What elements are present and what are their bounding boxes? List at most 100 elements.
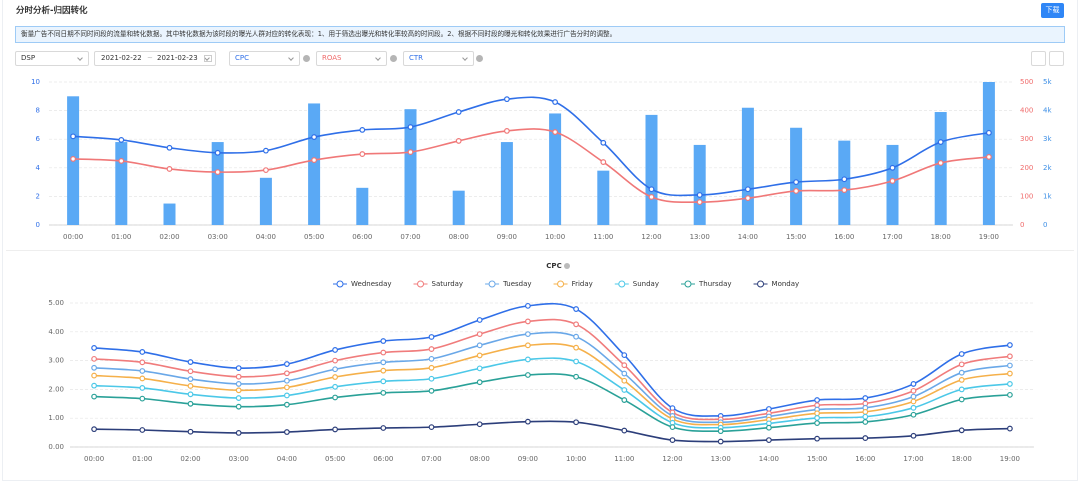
- x-tick-label: 09:00: [497, 233, 517, 241]
- legend-label: Thursday: [698, 280, 732, 288]
- bar: [549, 113, 562, 225]
- point: [717, 428, 724, 435]
- line: [73, 96, 990, 197]
- x-tick-label: 14:00: [738, 233, 758, 241]
- point: [910, 398, 917, 405]
- point: [573, 419, 579, 426]
- point: [332, 426, 339, 433]
- table-view-icon[interactable]: [1049, 51, 1064, 66]
- point: [139, 359, 146, 366]
- y3-tick-label: 1k: [1043, 192, 1052, 200]
- point: [621, 352, 628, 359]
- point: [235, 395, 242, 401]
- legend-marker: [488, 280, 496, 288]
- point: [428, 355, 435, 362]
- point: [214, 169, 221, 175]
- y-tick-label: 2: [36, 192, 40, 200]
- x-tick-label: 00:00: [84, 455, 104, 463]
- point: [573, 358, 579, 365]
- point: [139, 368, 146, 374]
- date-range[interactable]: [94, 51, 216, 66]
- point: [476, 379, 483, 386]
- point: [187, 359, 194, 365]
- y3-tick-label: 4k: [1043, 107, 1052, 115]
- point: [910, 393, 917, 400]
- metric-select[interactable]: CTR: [403, 51, 474, 66]
- point: [139, 395, 146, 402]
- point: [814, 410, 820, 417]
- legend-marker: [417, 280, 425, 288]
- point: [428, 334, 435, 340]
- point: [958, 386, 965, 393]
- help-icon[interactable]: [303, 55, 310, 62]
- x-tick-label: 04:00: [277, 455, 297, 463]
- help-icon[interactable]: [390, 55, 397, 62]
- y2-tick-label: 0: [1020, 221, 1024, 229]
- legend-label: Friday: [572, 280, 593, 288]
- point: [600, 159, 607, 165]
- point: [766, 424, 772, 431]
- line: [73, 128, 989, 203]
- x-tick-label: 12:00: [641, 233, 661, 241]
- y3-tick-label: 3k: [1043, 135, 1052, 143]
- point: [745, 195, 751, 202]
- metric-select[interactable]: CPC: [229, 51, 300, 66]
- point: [552, 129, 558, 135]
- legend-label: Saturday: [432, 280, 464, 288]
- point: [525, 342, 531, 349]
- x-tick-label: 06:00: [352, 233, 372, 241]
- point: [284, 370, 290, 377]
- point: [332, 394, 339, 401]
- point: [428, 364, 435, 371]
- x-tick-label: 17:00: [882, 233, 902, 241]
- bar: [163, 203, 176, 225]
- point: [958, 427, 965, 434]
- x-tick-label: 15:00: [807, 455, 827, 463]
- point: [91, 372, 97, 379]
- legend-marker: [618, 280, 626, 288]
- line-view-icon[interactable]: [1031, 51, 1046, 66]
- point: [235, 403, 242, 410]
- point: [958, 396, 965, 403]
- point: [814, 397, 820, 403]
- channel-select[interactable]: DSP: [15, 51, 89, 66]
- point: [235, 387, 242, 394]
- point: [235, 365, 242, 371]
- bar: [790, 127, 803, 225]
- point: [1007, 381, 1013, 387]
- point: [937, 139, 944, 145]
- point: [380, 338, 387, 344]
- x-tick-label: 03:00: [229, 455, 249, 463]
- bar: [886, 144, 899, 225]
- y2-tick-label: 100: [1020, 192, 1033, 200]
- end-date: 2021-02-23: [157, 54, 198, 62]
- x-tick-label: 19:00: [1000, 455, 1020, 463]
- point: [986, 154, 992, 160]
- point: [1007, 342, 1013, 348]
- y3-tick-label: 0: [1043, 221, 1047, 229]
- point: [573, 333, 579, 340]
- download-button[interactable]: 下载: [1041, 3, 1064, 18]
- page-title: 分时分析-归因转化: [16, 6, 88, 16]
- legend-marker: [684, 280, 692, 288]
- bar: [982, 82, 995, 225]
- point: [91, 382, 97, 389]
- help-icon[interactable]: [476, 55, 483, 62]
- y-tick-label: 8: [36, 107, 40, 115]
- bar: [597, 170, 610, 225]
- point: [235, 373, 242, 380]
- point: [284, 377, 290, 384]
- bar: [838, 140, 851, 225]
- point: [428, 424, 435, 431]
- metric-select[interactable]: ROAS: [316, 51, 387, 66]
- point: [696, 192, 703, 198]
- point: [332, 347, 339, 353]
- x-tick-label: 08:00: [470, 455, 490, 463]
- point: [910, 404, 917, 411]
- point: [476, 331, 483, 338]
- x-tick-label: 18:00: [931, 233, 951, 241]
- y-tick-label: 4: [36, 164, 41, 172]
